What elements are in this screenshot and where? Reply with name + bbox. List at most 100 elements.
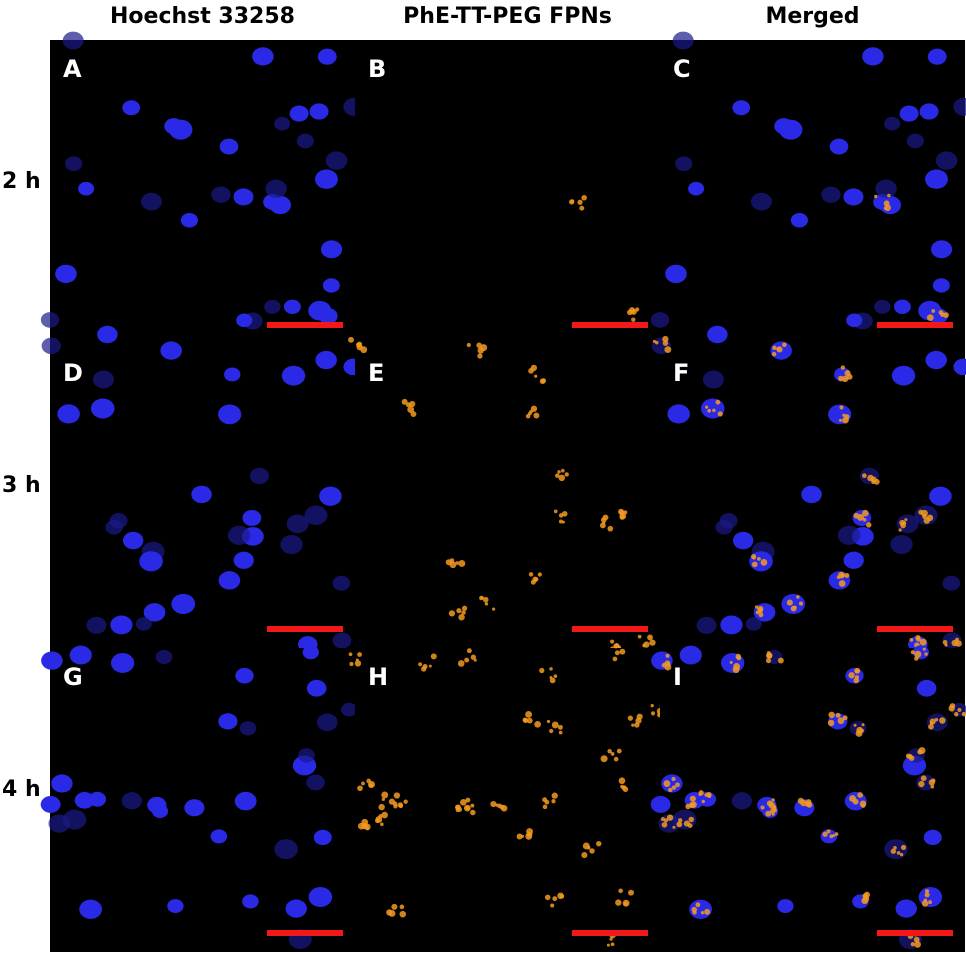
fpn-signal (558, 730, 563, 735)
micrograph-panel: A (40, 31, 365, 344)
fpn-signal (923, 517, 930, 524)
nucleus (306, 679, 327, 697)
fpn-signal (526, 717, 533, 724)
fpn-signal (528, 572, 534, 577)
fpn-signal (482, 596, 489, 603)
fpn-signal (607, 525, 614, 532)
fpn-signal (786, 599, 793, 606)
fpn-signal (465, 806, 470, 811)
nucleus (672, 31, 694, 50)
fpn-signal (676, 821, 683, 828)
fpn-signal (930, 784, 935, 789)
nucleus (884, 116, 901, 131)
fpn-signal (704, 908, 711, 915)
fpn-signal (357, 652, 362, 657)
fpn-signal (793, 605, 797, 610)
nucleus (925, 350, 947, 370)
fpn-signal (582, 842, 590, 850)
nucleus (90, 398, 115, 419)
fpn-signal (908, 755, 915, 761)
fpn-signal (596, 840, 602, 847)
nucleus (750, 192, 772, 211)
fpn-signal (589, 848, 595, 854)
nucleus (74, 792, 95, 809)
fpn-signal (924, 892, 930, 898)
nucleus (164, 118, 184, 135)
nucleus (155, 649, 173, 665)
fpn-signal (470, 803, 475, 808)
nucleus (953, 358, 966, 376)
fpn-signal (564, 472, 569, 477)
fpn-signal (348, 336, 354, 343)
fpn-signal (838, 580, 846, 587)
nucleus (265, 179, 287, 198)
fpn-signal (549, 728, 554, 734)
fpn-signal (838, 418, 843, 422)
fpn-signal (464, 657, 470, 663)
fpn-signal (366, 778, 372, 784)
fpn-signal (700, 911, 705, 915)
nucleus (121, 792, 143, 810)
nucleus (249, 467, 270, 485)
fpn-signal (919, 638, 927, 646)
fpn-signal (470, 654, 477, 660)
nucleus (313, 829, 332, 846)
fpn-signal (458, 559, 466, 567)
micrograph-panel: B (355, 40, 660, 344)
fpn-signal (832, 834, 836, 838)
fpn-signal (854, 667, 861, 674)
fpn-signal (553, 509, 558, 514)
fpn-signal (361, 818, 369, 826)
fpn-signal (922, 647, 926, 651)
fpn-signal (760, 805, 765, 810)
nucleus (274, 116, 291, 131)
nucleus (62, 31, 84, 50)
nucleus (315, 169, 338, 189)
fpn-signal (760, 559, 768, 566)
fpn-signal (672, 825, 676, 829)
fpn-signal (610, 752, 615, 756)
fpn-signal (418, 662, 423, 667)
fpn-signal (929, 718, 936, 725)
fpn-signal (388, 798, 396, 805)
fpn-signal (635, 717, 642, 724)
fpn-signal (480, 596, 484, 600)
fpn-signal (461, 610, 466, 615)
nucleus (97, 325, 118, 344)
fpn-signal (528, 368, 534, 374)
fpn-signal (924, 652, 928, 656)
fpn-signal (354, 660, 362, 667)
nucleus (218, 713, 238, 730)
fpn-signal (695, 902, 701, 908)
fpn-signal (859, 800, 867, 808)
fpn-signal (643, 641, 650, 648)
micrograph-panel: F (651, 335, 966, 653)
fpn-signal (381, 811, 388, 819)
fpn-signal (361, 781, 365, 786)
fpn-signal (530, 405, 538, 412)
nucleus (707, 325, 728, 344)
fpn-signal (692, 910, 697, 915)
nucleus (235, 667, 254, 684)
fpn-signal (612, 656, 618, 662)
fpn-signal (534, 720, 541, 728)
nucleus (953, 97, 966, 116)
fpn-signal (391, 903, 398, 910)
nucleus (78, 181, 95, 196)
fpn-signal (777, 657, 784, 664)
micrograph-panel: H (348, 643, 664, 952)
nucleus (55, 264, 77, 284)
fpn-signal (910, 942, 916, 947)
fpn-signal (637, 634, 642, 639)
fpn-signal (561, 511, 568, 517)
nucleus (942, 575, 961, 591)
fpn-signal (704, 793, 708, 797)
nucleus (286, 514, 309, 534)
scale-bar (877, 626, 953, 632)
fpn-signal (349, 661, 354, 667)
nucleus (122, 100, 141, 116)
nucleus (143, 603, 166, 622)
fpn-signal (930, 778, 936, 783)
fpn-signal (477, 353, 483, 359)
